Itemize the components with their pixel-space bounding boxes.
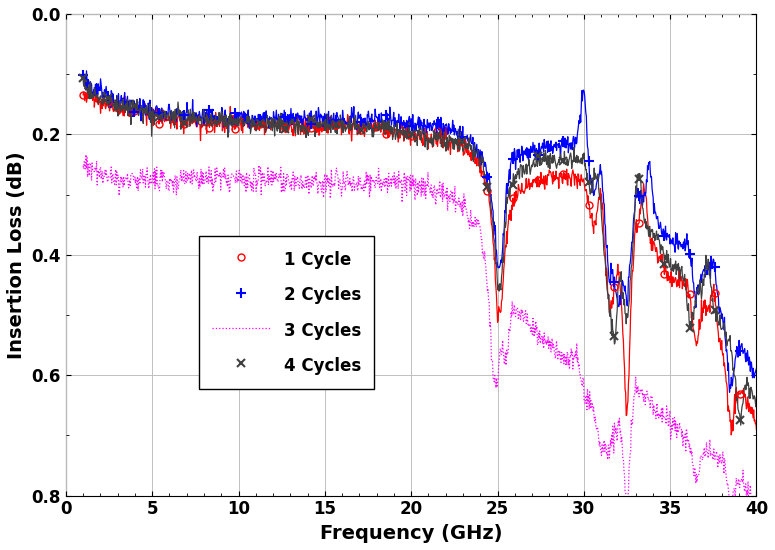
2 Cycles xyxy=(457,134,467,140)
4 Cycles xyxy=(660,261,669,267)
3 Cycles xyxy=(192,168,202,175)
2 Cycles xyxy=(104,92,113,99)
2 Cycles xyxy=(331,117,340,123)
1 Cycle xyxy=(508,195,518,202)
4 Cycles xyxy=(710,306,719,313)
3 Cycles xyxy=(78,163,88,169)
4 Cycles xyxy=(281,126,290,133)
4 Cycles xyxy=(483,183,492,190)
4 Cycles xyxy=(256,120,265,127)
1 Cycle xyxy=(331,122,340,128)
4 Cycles xyxy=(685,324,694,331)
4 Cycles xyxy=(129,102,138,109)
2 Cycles xyxy=(508,156,518,162)
1 Cycle xyxy=(205,124,214,131)
Line: 3 Cycles: 3 Cycles xyxy=(83,155,756,518)
1 Cycle xyxy=(635,219,644,226)
Line: 2 Cycles: 2 Cycles xyxy=(78,70,745,356)
2 Cycles xyxy=(382,112,391,118)
3 Cycles xyxy=(306,179,315,185)
4 Cycles xyxy=(559,158,568,164)
2 Cycles xyxy=(559,138,568,144)
4 Cycles xyxy=(432,131,442,138)
2 Cycles xyxy=(356,119,366,125)
4 Cycles xyxy=(306,116,315,122)
Legend: 1 Cycle, 2 Cycles, 3 Cycles, 4 Cycles: 1 Cycle, 2 Cycles, 3 Cycles, 4 Cycles xyxy=(198,236,374,389)
1 Cycle xyxy=(533,176,542,183)
1 Cycle xyxy=(559,170,568,177)
1 Cycle xyxy=(382,131,391,138)
4 Cycles xyxy=(457,138,467,145)
1 Cycle xyxy=(230,126,239,133)
2 Cycles xyxy=(685,251,694,257)
2 Cycles xyxy=(432,120,442,127)
X-axis label: Frequency (GHz): Frequency (GHz) xyxy=(320,524,502,543)
2 Cycles xyxy=(281,114,290,120)
1 Cycle xyxy=(609,284,618,290)
2 Cycles xyxy=(129,109,138,116)
2 Cycles xyxy=(407,122,416,129)
4 Cycles xyxy=(508,182,518,188)
4 Cycles xyxy=(635,175,644,182)
1 Cycle xyxy=(735,391,745,398)
1 Cycle xyxy=(356,126,366,133)
4 Cycles xyxy=(180,120,189,127)
1 Cycle xyxy=(78,91,88,98)
4 Cycles xyxy=(230,119,239,125)
2 Cycles xyxy=(635,192,644,199)
3 Cycles xyxy=(168,177,177,184)
4 Cycles xyxy=(382,120,391,127)
2 Cycles xyxy=(306,120,315,127)
2 Cycles xyxy=(483,174,492,180)
3 Cycles xyxy=(433,188,443,194)
1 Cycle xyxy=(584,201,593,208)
4 Cycles xyxy=(735,417,745,424)
3 Cycles xyxy=(371,178,381,184)
1 Cycle xyxy=(281,124,290,131)
2 Cycles xyxy=(735,348,745,355)
4 Cycles xyxy=(533,153,542,159)
4 Cycles xyxy=(154,114,164,120)
4 Cycles xyxy=(609,333,618,339)
2 Cycles xyxy=(78,72,88,78)
3 Cycles xyxy=(81,151,91,158)
4 Cycles xyxy=(356,127,366,134)
2 Cycles xyxy=(533,152,542,158)
1 Cycle xyxy=(180,120,189,127)
4 Cycles xyxy=(104,95,113,101)
Line: 4 Cycles: 4 Cycles xyxy=(79,74,744,424)
2 Cycles xyxy=(660,233,669,240)
1 Cycle xyxy=(483,188,492,195)
1 Cycle xyxy=(129,107,138,114)
Line: 1 Cycle: 1 Cycle xyxy=(80,91,744,398)
1 Cycle xyxy=(407,133,416,139)
2 Cycles xyxy=(710,263,719,270)
4 Cycles xyxy=(331,121,340,128)
4 Cycles xyxy=(205,119,214,125)
4 Cycles xyxy=(584,179,593,185)
1 Cycle xyxy=(685,291,694,298)
1 Cycle xyxy=(660,271,669,278)
1 Cycle xyxy=(710,289,719,296)
1 Cycle xyxy=(256,121,265,128)
2 Cycles xyxy=(584,158,593,164)
2 Cycles xyxy=(230,110,239,117)
2 Cycles xyxy=(154,109,164,116)
1 Cycle xyxy=(154,121,164,128)
1 Cycle xyxy=(432,128,442,134)
1 Cycle xyxy=(457,139,467,146)
3 Cycles xyxy=(447,188,456,195)
4 Cycles xyxy=(78,75,88,82)
1 Cycle xyxy=(306,125,315,131)
4 Cycles xyxy=(407,130,416,137)
Y-axis label: Insertion Loss (dB): Insertion Loss (dB) xyxy=(7,151,26,359)
2 Cycles xyxy=(609,278,618,285)
3 Cycles xyxy=(752,514,761,521)
2 Cycles xyxy=(205,107,214,113)
2 Cycles xyxy=(180,112,189,118)
2 Cycles xyxy=(256,116,265,122)
1 Cycle xyxy=(104,99,113,106)
